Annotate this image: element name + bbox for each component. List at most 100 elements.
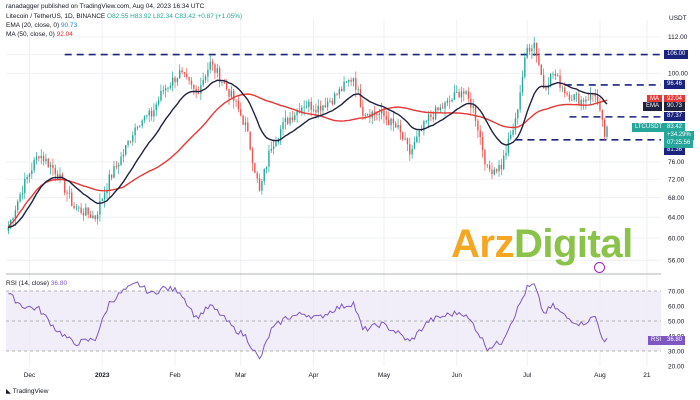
candle-body [230,90,233,97]
ma50-line [7,93,608,228]
candle-body [261,181,263,191]
candle-body [603,119,606,137]
level-tag-106: 106.00 [664,50,689,60]
candle-body [589,92,592,100]
candle-body [12,218,14,220]
candle-body [395,123,397,128]
candle-body [463,91,465,94]
x-tick-label: Apr [308,372,319,379]
candle-body [430,114,432,118]
candle-body [183,72,186,74]
candle-body [115,166,118,167]
candle-body [96,214,99,220]
candle-body [524,57,526,77]
candle-body [209,61,211,70]
candle-body [519,92,521,110]
candle-body [322,105,324,111]
candle-body [108,174,111,191]
candle-body [190,80,193,85]
candle-body [458,91,460,98]
footer-brand: TradingView [12,388,49,395]
candle-body [387,119,390,126]
candle-body [171,77,174,86]
candle-body [155,104,157,111]
candle-body [87,207,89,215]
candle-body [601,110,604,120]
rsi-title: RSI (14, close) 36.80 [6,280,67,287]
candle-body [28,173,31,177]
candle-body [169,85,172,88]
candle-body [256,172,258,179]
ohlc-values: O82.55 H83.92 L82.34 C83.42 +0.87 (+1.05… [107,13,243,20]
x-tick-label: Jul [523,372,532,379]
candle-body [390,118,392,126]
watermark-part1: Arz [451,222,514,266]
change-axis-tag: +34.29% [664,131,694,141]
candle-body [317,105,319,113]
candle-body [418,130,420,137]
candle-body [125,145,127,155]
candle-body [568,94,571,100]
candle-body [437,107,439,111]
candle-body [80,207,82,214]
candle-body [409,144,411,155]
y-tick-label: 56.00 [668,258,685,265]
candle-body [270,149,272,151]
candle-body [103,193,106,200]
candle-body [510,134,512,139]
candle-body [284,118,287,123]
candle-body [68,192,71,194]
candle-body [376,113,378,116]
candle-body [312,109,315,111]
candle-body [24,178,26,194]
ema-axis-tag: 90.73 [664,102,686,112]
candle-body [491,169,493,175]
candle-body [355,78,357,90]
candle-body [54,168,57,175]
candle-body [52,164,54,169]
candle-body [505,152,507,156]
candle-body [17,201,19,211]
currency-label: USDT [669,15,687,22]
rsi-title-value: 36.80 [51,280,68,287]
candle-body [411,148,413,155]
candle-body [139,125,141,127]
candle-body [533,42,535,49]
candle-body [141,120,143,126]
candle-body [425,120,427,122]
candle-body [305,106,308,108]
candle-body [294,115,296,121]
candle-body [193,84,195,89]
candle-body [507,138,510,153]
candle-body [512,130,514,135]
candle-body [404,138,406,140]
candle-body [211,61,214,65]
candle-body [402,132,404,140]
candle-body [392,118,395,124]
candle-body [197,92,200,94]
candle-body [167,87,169,89]
candle-body [357,89,359,90]
level-tag-81: 81.36 [664,146,686,156]
candle-body [564,87,566,94]
symbol-title: Litecoin / TetherUS, 1D, BINANCE [6,13,106,20]
ma-label: MA (50, close, 0) [6,31,55,38]
candle-body [352,78,355,82]
symbol-line: Litecoin / TetherUS, 1D, BINANCE O82.55 … [6,13,242,20]
candle-body [580,99,582,105]
candle-body [136,126,139,128]
candle-body [465,91,467,94]
ema-legend: EMA (20, close, 0) 90.73 [6,22,77,29]
candle-body [350,79,352,82]
candle-body [460,91,463,98]
candle-body [439,107,442,111]
candles [7,36,608,235]
candle-body [566,93,568,95]
candle-body [486,164,488,166]
candle-body [176,78,179,83]
candle-body [92,215,94,219]
candle-body [174,77,176,83]
candle-body [289,117,291,124]
y-tick-label: 60.00 [668,235,685,242]
